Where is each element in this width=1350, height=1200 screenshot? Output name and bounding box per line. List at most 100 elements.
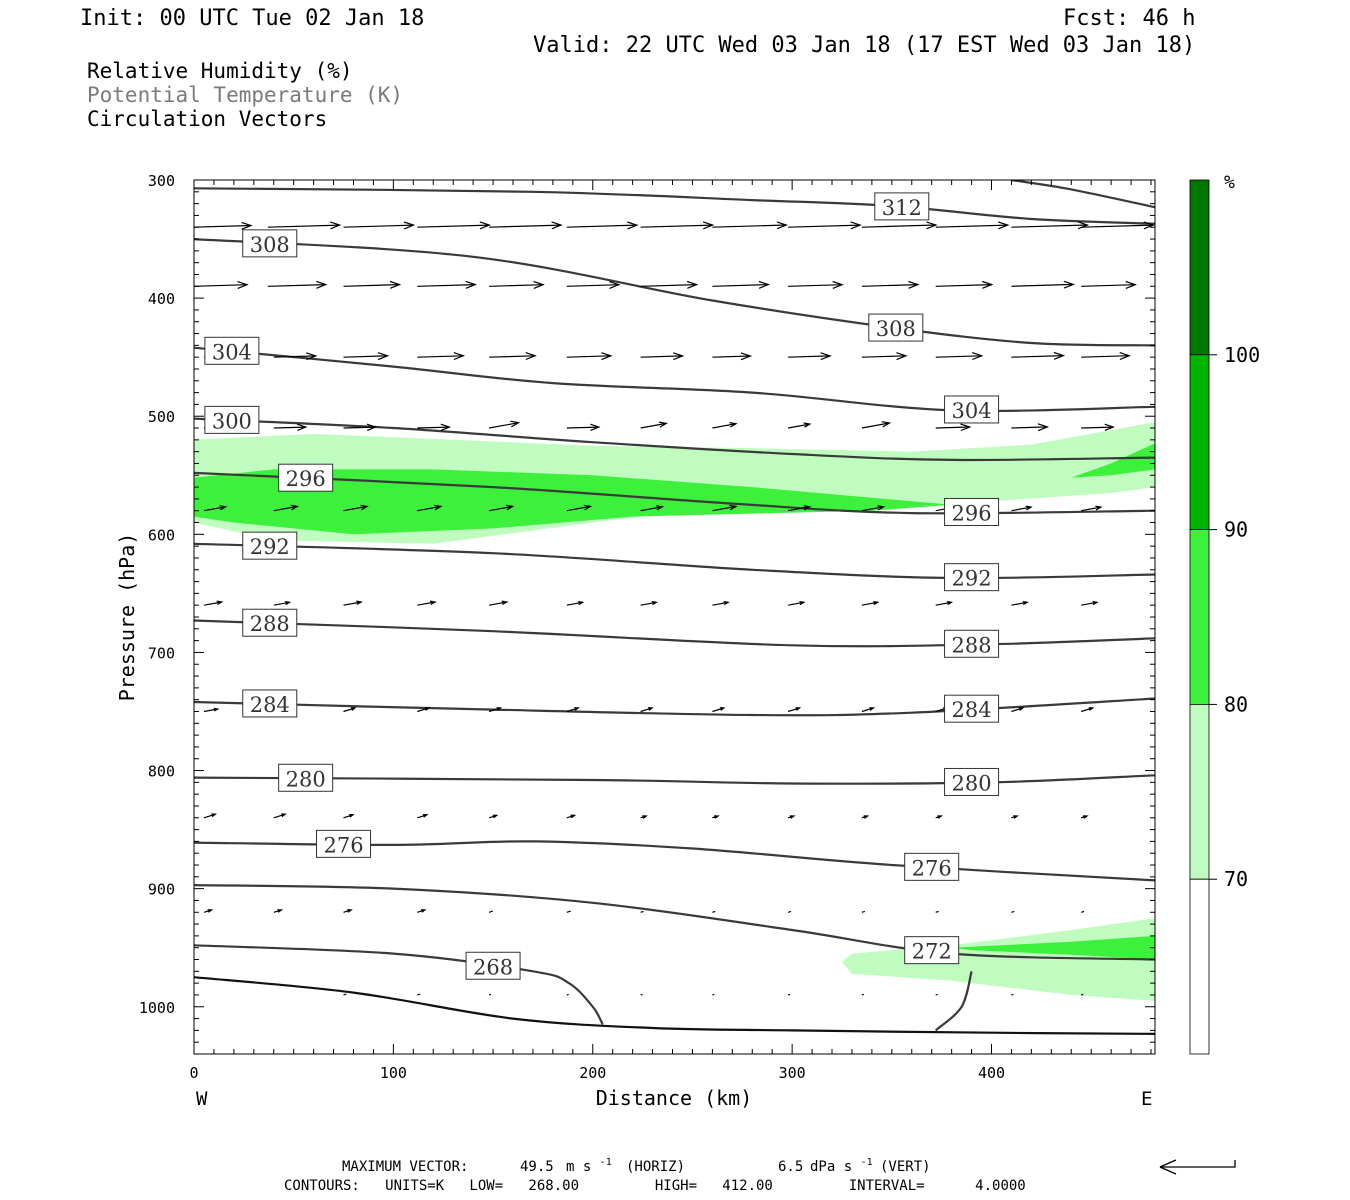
circulation-vectors	[194, 221, 1155, 996]
svg-text:312: 312	[882, 196, 922, 220]
vector-4-7	[712, 504, 738, 512]
y-axis-title: Pressure (hPa)	[115, 533, 139, 702]
legend-theta: Potential Temperature (K)	[87, 83, 403, 107]
vector-8-5	[566, 910, 571, 913]
vector-0-8	[788, 221, 862, 230]
vector-6-5	[566, 707, 580, 713]
vector-3-4	[488, 420, 521, 429]
contour-label-268-0: 268	[465, 951, 521, 980]
vector-8-1	[273, 909, 284, 913]
vector-1-3	[417, 280, 478, 289]
vector-4-12	[1081, 505, 1103, 512]
y-tick-label-1000: 1000	[139, 999, 175, 1017]
rh-region-70-3	[842, 918, 1155, 1001]
vector-7-11	[1011, 815, 1019, 819]
contour-labels: 312 308 308 304 304 300 296 296 292 292 288 288 284 2…	[204, 192, 1000, 980]
svg-text:288: 288	[250, 612, 290, 636]
vector-8-3	[417, 909, 427, 913]
theta-contour-308	[194, 238, 1155, 347]
vector-7-9	[861, 815, 870, 819]
contour-label-292-1: 292	[944, 563, 1000, 592]
vector-1-4	[489, 280, 545, 289]
contour-label-304-0: 304	[204, 336, 260, 365]
vector-3-9	[861, 421, 892, 429]
vector-7-10	[935, 815, 944, 819]
vector-9-0	[343, 993, 347, 996]
vector-5-4	[488, 600, 509, 606]
vector-1-9	[861, 280, 920, 289]
contour-label-280-1: 280	[944, 767, 1000, 796]
horiz-unit-sup: -1	[600, 1157, 612, 1168]
axis-ticks: 300 400 500 600 700 800 900 1000 0 100 200 300 400	[139, 172, 1155, 1082]
vector-0-5	[566, 221, 639, 230]
vector-5-12	[1081, 601, 1099, 606]
vector-7-12	[1081, 815, 1089, 819]
svg-text:304: 304	[952, 399, 992, 423]
vector-3-2	[343, 423, 378, 431]
vector-2-2	[343, 352, 390, 361]
vector-3-8	[787, 422, 812, 429]
colorbar-unit: %	[1224, 172, 1235, 193]
vert-tag: (VERT)	[880, 1159, 931, 1175]
vector-3-1	[273, 423, 308, 431]
theta-contour-312	[194, 187, 1155, 225]
vector-9-2	[488, 993, 492, 996]
legend-vectors: Circulation Vectors	[87, 107, 327, 131]
contour-label-296-1: 296	[944, 497, 1000, 526]
vector-8-11	[1011, 910, 1015, 913]
vector-0-10	[935, 221, 1010, 230]
vector-1-2	[343, 280, 402, 289]
vector-1-11	[1011, 280, 1076, 289]
vector-7-5	[566, 814, 577, 819]
vector-4-0	[203, 505, 228, 512]
vector-0-6	[640, 221, 715, 230]
y-tick-label-400: 400	[148, 290, 175, 308]
vert-value: 6.5	[778, 1159, 803, 1175]
svg-text:284: 284	[250, 693, 290, 717]
init-time: Init: 00 UTC Tue 02 Jan 18	[80, 6, 424, 31]
vector-6-6	[640, 707, 654, 713]
vector-2-7	[712, 352, 753, 361]
svg-text:280: 280	[952, 771, 992, 795]
vector-4-5	[566, 504, 593, 512]
vector-7-2	[343, 814, 355, 819]
legend-rh: Relative Humidity (%)	[87, 59, 353, 83]
svg-text:296: 296	[952, 501, 992, 525]
svg-text:292: 292	[250, 535, 290, 559]
valid-time: Valid: 22 UTC Wed 03 Jan 18 (17 EST Wed …	[533, 33, 1195, 58]
vector-1-5	[566, 281, 621, 289]
vector-2-12	[1081, 352, 1131, 360]
svg-text:280: 280	[286, 767, 326, 791]
y-tick-label-700: 700	[148, 644, 175, 662]
vector-6-2	[343, 707, 357, 713]
vector-2-9	[861, 352, 908, 361]
vector-3-5	[566, 423, 601, 431]
vector-7-1	[273, 813, 287, 819]
theta-contours	[194, 180, 1155, 1035]
vector-5-8	[787, 601, 806, 606]
vector-9-10	[1081, 993, 1084, 996]
contour-label-304-1: 304	[944, 395, 1000, 424]
vector-4-11	[1011, 505, 1033, 512]
rh-shading	[194, 422, 1155, 1001]
svg-text:304: 304	[212, 340, 252, 364]
vector-6-0	[203, 707, 220, 713]
reference-vector	[1160, 1160, 1236, 1168]
vector-9-1	[417, 993, 421, 996]
vector-8-2	[343, 909, 353, 913]
vector-7-7	[712, 815, 720, 819]
vector-7-0	[203, 813, 218, 819]
x-tick-label-100: 100	[380, 1064, 407, 1082]
vector-8-8	[787, 910, 792, 913]
vector-3-7	[712, 422, 738, 429]
theta-contour-272	[194, 884, 1155, 961]
vector-2-8	[788, 352, 832, 361]
vector-5-3	[417, 600, 437, 606]
vector-8-10	[935, 910, 939, 913]
contours-info: CONTOURS: UNITS=K LOW= 268.00 HIGH= 412.…	[284, 1178, 1026, 1194]
theta-contour-300	[194, 417, 1155, 462]
x-axis-title: Distance (km)	[596, 1086, 753, 1110]
reference-arrowhead	[1159, 1159, 1177, 1175]
colorbar-band-1	[1189, 354, 1210, 530]
